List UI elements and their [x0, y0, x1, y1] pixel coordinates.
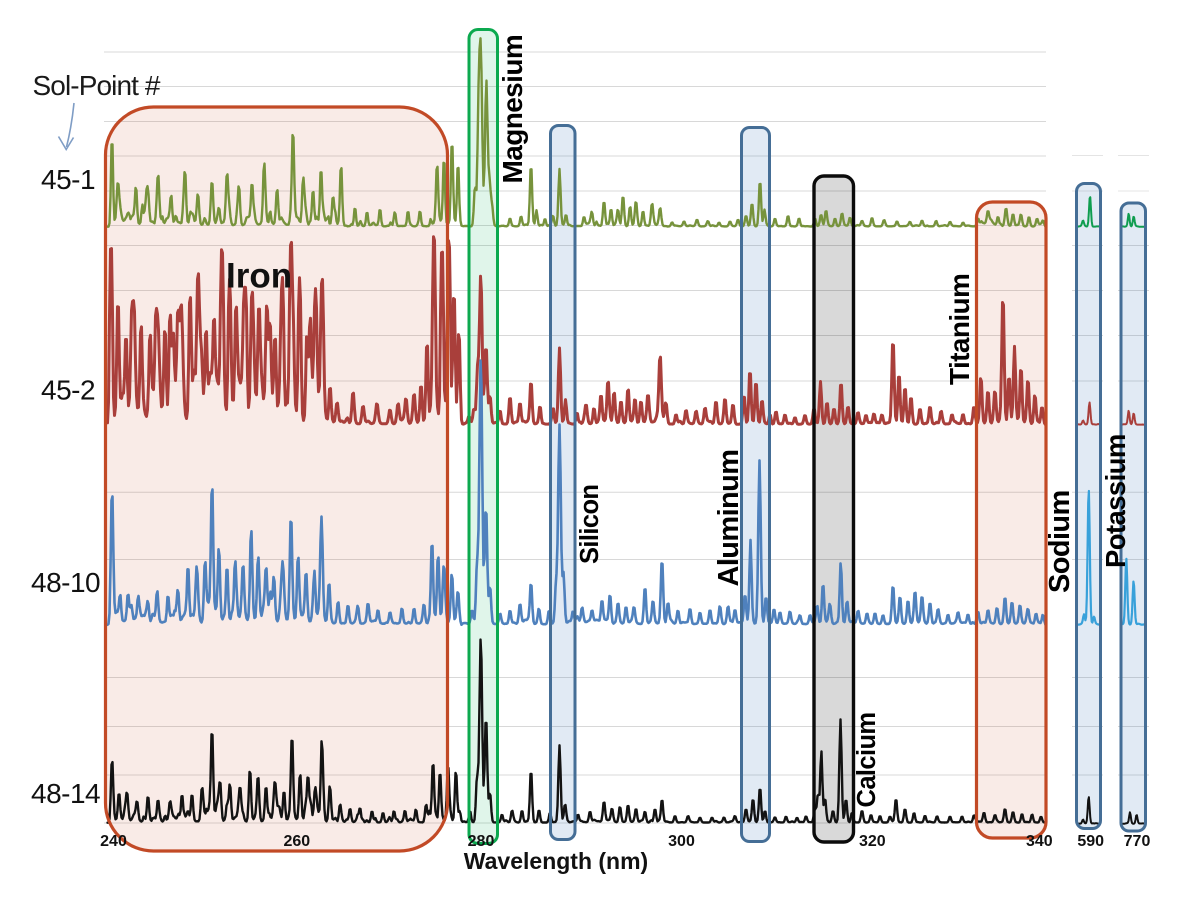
svg-text:Sodium: Sodium: [1044, 490, 1076, 593]
svg-text:Aluminum: Aluminum: [713, 450, 745, 587]
svg-text:300: 300: [668, 833, 695, 850]
svg-text:48-10: 48-10: [31, 567, 100, 598]
svg-text:Calcium: Calcium: [853, 713, 881, 808]
svg-text:Sol-Point #: Sol-Point #: [33, 70, 161, 101]
svg-text:Wavelength (nm): Wavelength (nm): [464, 848, 648, 874]
svg-text:48-14: 48-14: [31, 778, 100, 809]
svg-text:Potassium: Potassium: [1100, 434, 1131, 568]
svg-text:Iron: Iron: [226, 257, 292, 296]
svg-text:280: 280: [468, 833, 495, 850]
svg-text:240: 240: [100, 833, 127, 850]
svg-text:Silicon: Silicon: [576, 485, 604, 564]
svg-text:770: 770: [1124, 833, 1151, 850]
svg-text:Magnesium: Magnesium: [497, 35, 528, 184]
svg-text:45-1: 45-1: [41, 164, 95, 195]
svg-text:320: 320: [859, 833, 886, 850]
svg-text:45-2: 45-2: [41, 375, 95, 406]
svg-text:260: 260: [283, 833, 310, 850]
svg-text:590: 590: [1077, 833, 1104, 850]
svg-text:340: 340: [1026, 833, 1053, 850]
svg-text:Titanium: Titanium: [944, 274, 975, 385]
